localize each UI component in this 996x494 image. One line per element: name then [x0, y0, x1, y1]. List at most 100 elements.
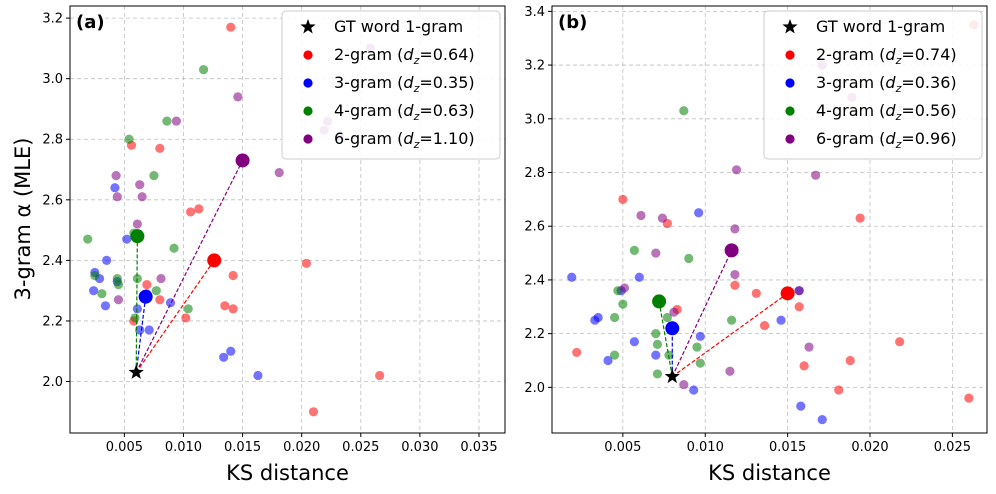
data-point-4-gram — [629, 245, 639, 255]
centroid-4-gram — [130, 229, 145, 244]
data-point-2-gram — [834, 385, 844, 395]
data-point-4-gram — [652, 339, 663, 349]
data-point-3-gram — [694, 208, 704, 218]
data-point-4-gram — [162, 116, 172, 126]
data-point-3-gram — [122, 234, 132, 244]
data-point-2-gram — [751, 288, 761, 298]
y-tick-label: 3.2 — [524, 59, 545, 74]
legend-label-3-gram: 3-gram (dz=0.36) — [816, 73, 957, 95]
x-tick-label: 0.005 — [604, 440, 641, 455]
data-point-3-gram — [132, 304, 142, 314]
x-tick-label: 0.025 — [342, 440, 379, 455]
data-point-3-gram — [590, 315, 600, 325]
y-tick-label: 2.4 — [42, 254, 63, 269]
connector-line-2-gram — [135, 260, 215, 373]
x-tick-label: 0.020 — [283, 440, 320, 455]
y-tick-label: 3.4 — [524, 5, 545, 20]
data-point-2-gram — [759, 320, 770, 331]
legend-marker-4-gram — [303, 106, 313, 116]
connector-line-2-gram — [671, 292, 788, 378]
data-point-3-gram — [253, 370, 263, 381]
data-point-4-gram — [695, 358, 705, 368]
data-point-4-gram — [90, 270, 100, 281]
y-tick-label: 2.4 — [524, 273, 545, 288]
data-point-6-gram — [171, 116, 181, 126]
data-point-2-gram — [794, 302, 804, 312]
plot-frame — [551, 5, 988, 434]
data-point-6-gram — [794, 286, 804, 296]
data-point-3-gram — [226, 346, 236, 356]
legend-marker-2-gram — [303, 50, 313, 60]
x-tick-label: 0.005 — [106, 440, 143, 455]
legend-marker-2-gram — [785, 50, 795, 60]
data-point-6-gram — [669, 307, 679, 317]
data-point-4-gram — [662, 312, 672, 323]
data-point-6-gram — [730, 224, 740, 234]
x-tick-label: 0.020 — [851, 440, 888, 455]
centroid-3-gram — [665, 321, 680, 336]
data-point-6-gram — [636, 210, 646, 221]
data-point-3-gram — [110, 183, 120, 193]
data-point-4-gram — [652, 369, 663, 379]
data-point-2-gram — [228, 270, 238, 281]
data-point-6-gram — [657, 213, 667, 223]
data-point-2-gram — [228, 304, 238, 314]
data-point-3-gram — [776, 315, 786, 325]
legend-label-2-gram: 2-gram (dz=0.74) — [816, 45, 957, 67]
data-point-2-gram — [572, 347, 582, 358]
data-point-4-gram — [97, 289, 107, 299]
data-point-4-gram — [113, 280, 124, 290]
y-axis-label: 3-gram α (MLE) — [11, 138, 35, 301]
data-point-2-gram — [895, 337, 905, 347]
data-point-2-gram — [220, 301, 230, 311]
data-point-3-gram — [695, 331, 705, 341]
y-tick-label: 2.0 — [524, 381, 545, 396]
data-point-6-gram — [730, 269, 740, 280]
centroid-6-gram — [724, 243, 739, 258]
data-point-2-gram — [618, 194, 628, 204]
data-point-6-gram — [233, 92, 243, 102]
legend-marker-6-gram — [785, 134, 795, 144]
data-point-4-gram — [684, 253, 694, 264]
data-point-4-gram — [169, 243, 179, 253]
data-point-3-gram — [629, 337, 639, 347]
legend-gt-label: GT word 1-gram — [816, 17, 945, 36]
data-point-4-gram — [183, 304, 193, 314]
legend-marker-6-gram — [303, 134, 313, 144]
data-point-2-gram — [799, 361, 809, 371]
data-point-2-gram — [855, 213, 865, 223]
legend-gt-marker — [782, 19, 798, 34]
data-point-4-gram — [130, 313, 140, 323]
panel-a: 0.005 0.010 0.015 0.020 0.025 0.030 0.035 2.0 2.… — [42, 5, 506, 485]
centroid-3-gram — [138, 289, 153, 304]
data-point-2-gram — [964, 393, 974, 403]
data-point-3-gram — [89, 286, 99, 296]
y-tick-label: 2.6 — [524, 220, 545, 235]
x-tick-label: 0.010 — [165, 440, 202, 455]
data-point-3-gram — [817, 414, 827, 425]
data-point-2-gram — [375, 370, 385, 381]
gt-star-marker — [664, 368, 680, 384]
data-point-3-gram — [603, 355, 613, 366]
y-tick-label: 3.2 — [42, 12, 63, 27]
x-tick-label: 0.015 — [769, 440, 806, 455]
legend-marker-3-gram — [785, 78, 795, 88]
data-point-4-gram — [618, 299, 628, 309]
x-tick-label: 0.015 — [224, 440, 261, 455]
data-point-2-gram — [194, 204, 204, 214]
connector-line-6-gram — [671, 250, 733, 377]
legend-box — [281, 10, 501, 160]
legend-label-6-gram: 6-gram (dz=0.96) — [816, 129, 957, 151]
data-point-4-gram — [198, 64, 209, 75]
data-point-4-gram — [149, 170, 159, 181]
panel-label: (a) — [76, 12, 105, 33]
data-point-4-gram — [651, 329, 661, 339]
data-point-6-gram — [679, 380, 689, 390]
x-tick-label: 0.035 — [460, 440, 497, 455]
data-point-3-gram — [796, 401, 806, 411]
data-point-2-gram — [155, 143, 165, 153]
data-point-3-gram — [100, 301, 111, 311]
y-tick-label: 3.0 — [42, 72, 63, 87]
legend-label-2-gram: 2-gram (dz=0.64) — [334, 45, 475, 67]
x-tick-label: 0.030 — [401, 440, 438, 455]
